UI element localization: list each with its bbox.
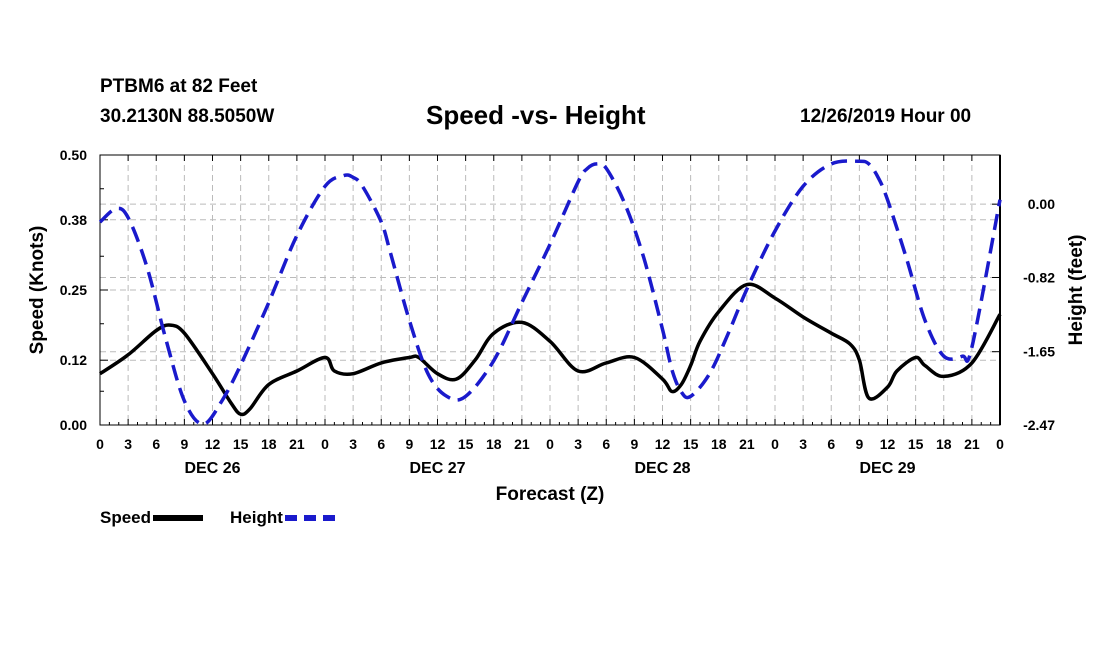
legend-speed-swatch [153, 515, 204, 521]
x-tick-label: 18 [936, 436, 952, 452]
x-tick-label: 21 [964, 436, 980, 452]
x-tick-label: 12 [880, 436, 896, 452]
axis-labels: Forecast (Z) Speed (Knots) Height (feet) [27, 226, 1087, 505]
y2-tick-label: 0.00 [1028, 196, 1055, 212]
legend-speed: Speed [100, 508, 204, 528]
legend-height-label: Height [230, 508, 283, 527]
x-tick-label: 18 [486, 436, 502, 452]
chart-title: Speed -vs- Height [426, 100, 646, 130]
x-tick-label: 6 [377, 436, 385, 452]
x-tick-label: 0 [96, 436, 104, 452]
x-tick-label: 18 [261, 436, 277, 452]
x-axis-label: Forecast (Z) [496, 484, 605, 505]
x-tick-label: 15 [458, 436, 474, 452]
legend-height: Height [230, 508, 335, 528]
y-tick-label: 0.38 [60, 212, 87, 228]
x-tick-label: 12 [430, 436, 446, 452]
x-tick-label: 0 [996, 436, 1004, 452]
legend-height-swatch [284, 515, 335, 521]
x-tick-label: 9 [630, 436, 638, 452]
x-tick-label: 12 [205, 436, 221, 452]
x-tick-label: 0 [771, 436, 779, 452]
x-tick-label: 9 [405, 436, 413, 452]
y-axis-label: Speed (Knots) [27, 226, 48, 355]
x-tick-label: 21 [289, 436, 305, 452]
y-tick-label: 0.12 [60, 352, 87, 368]
day-label: DEC 26 [184, 460, 240, 477]
x-tick-label: 12 [655, 436, 671, 452]
series-line-speed [99, 282, 1002, 417]
x-tick-label: 0 [546, 436, 554, 452]
y2-tick-label: -0.82 [1023, 269, 1055, 285]
x-tick-label: 3 [574, 436, 582, 452]
x-tick-label: 15 [233, 436, 249, 452]
y-tick-label: 0.50 [60, 147, 87, 163]
x-tick-label: 18 [711, 436, 727, 452]
x-tick-label: 6 [152, 436, 160, 452]
y2-tick-label: -1.65 [1023, 344, 1055, 360]
x-tick-label: 21 [739, 436, 755, 452]
x-tick-label: 9 [180, 436, 188, 452]
x-tick-label: 0 [321, 436, 329, 452]
x-tick-label: 9 [855, 436, 863, 452]
location-label: 30.2130N 88.5050W [100, 106, 275, 127]
x-tick-label: 3 [124, 436, 132, 452]
y2-axis-label: Height (feet) [1066, 235, 1087, 346]
x-tick-label: 15 [683, 436, 699, 452]
day-label: DEC 27 [409, 460, 465, 477]
y-tick-label: 0.25 [60, 282, 87, 298]
y2-tick-label: -2.47 [1023, 417, 1055, 433]
x-tick-label: 3 [349, 436, 357, 452]
grid-lines [100, 155, 1000, 426]
day-label: DEC 29 [859, 460, 915, 477]
x-tick-label: 15 [908, 436, 924, 452]
series-line-height [98, 159, 1002, 426]
station-label: PTBM6 at 82 Feet [100, 76, 258, 97]
legend-speed-label: Speed [100, 508, 152, 527]
series-lines [98, 159, 1002, 426]
day-label: DEC 28 [634, 460, 690, 477]
x-tick-label: 3 [799, 436, 807, 452]
x-tick-label: 6 [827, 436, 835, 452]
y-tick-label: 0.00 [60, 417, 87, 433]
x-tick-label: 6 [602, 436, 610, 452]
x-tick-label: 21 [514, 436, 530, 452]
tick-labels: 0 3 6 9 12 15 18 21 0 3 6 9 12 15 18 21 0 3 6 9 12 15 18 21 0 3 6 9… [60, 147, 1055, 477]
date-label: 12/26/2019 Hour 00 [800, 106, 972, 127]
